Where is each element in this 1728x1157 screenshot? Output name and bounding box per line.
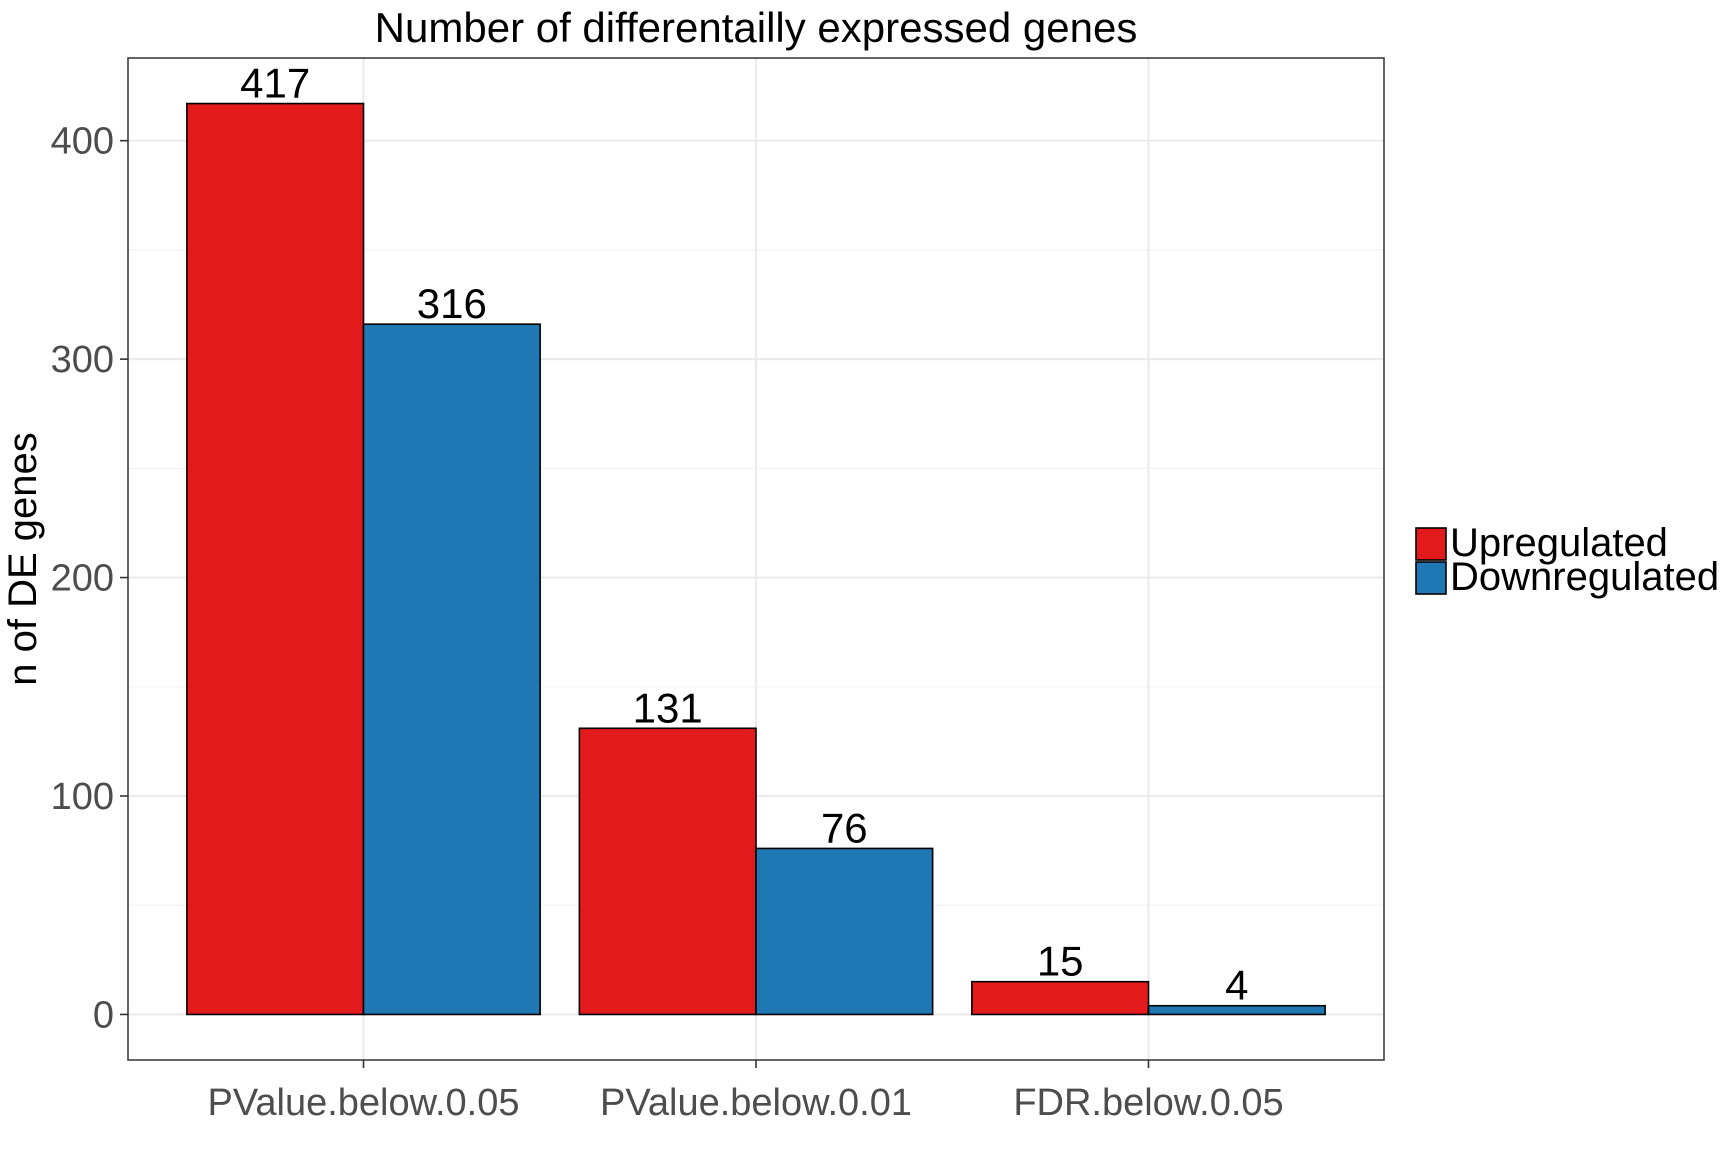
legend-label-downregulated: Downregulated: [1450, 555, 1719, 599]
bar-downregulated-3: [1147, 1004, 1326, 1016]
bar-upregulated-3: [971, 980, 1150, 1016]
x-tick-label: FDR.below.0.05: [1013, 1082, 1283, 1124]
data-label: 15: [1037, 938, 1084, 985]
data-labels: 417 131 15 316 76 4: [240, 60, 1248, 1009]
bar-upregulated-1: [186, 102, 365, 1016]
legend-label-upregulated: Upregulated: [1450, 521, 1668, 565]
y-tick-label: 200: [51, 558, 114, 600]
axes: 0 100 200 300 400 PValue.below.0.05 PValue.bel…: [51, 121, 1284, 1124]
y-tick-label: 0: [93, 994, 114, 1036]
bars: [186, 102, 1326, 1016]
y-tick-label: 400: [51, 121, 114, 163]
data-label: 316: [417, 280, 487, 327]
y-axis-title: n of DE genes: [1, 432, 45, 686]
y-tick-label: 100: [51, 776, 114, 818]
x-tick-label: PValue.below.0.05: [208, 1082, 520, 1124]
data-label: 4: [1225, 962, 1248, 1009]
legend-key-upregulated: [1415, 527, 1447, 561]
data-label: 417: [240, 60, 310, 107]
y-tick-label: 300: [51, 339, 114, 381]
legend-key-downregulated: [1415, 561, 1447, 595]
bar-downregulated-2: [755, 847, 934, 1016]
data-label: 76: [821, 804, 868, 851]
chart-title: Number of differentailly expressed genes: [375, 4, 1138, 51]
bar-downregulated-1: [362, 323, 541, 1016]
data-label: 131: [633, 684, 703, 731]
bar-upregulated-2: [578, 727, 757, 1016]
x-tick-label: PValue.below.0.01: [600, 1082, 912, 1124]
